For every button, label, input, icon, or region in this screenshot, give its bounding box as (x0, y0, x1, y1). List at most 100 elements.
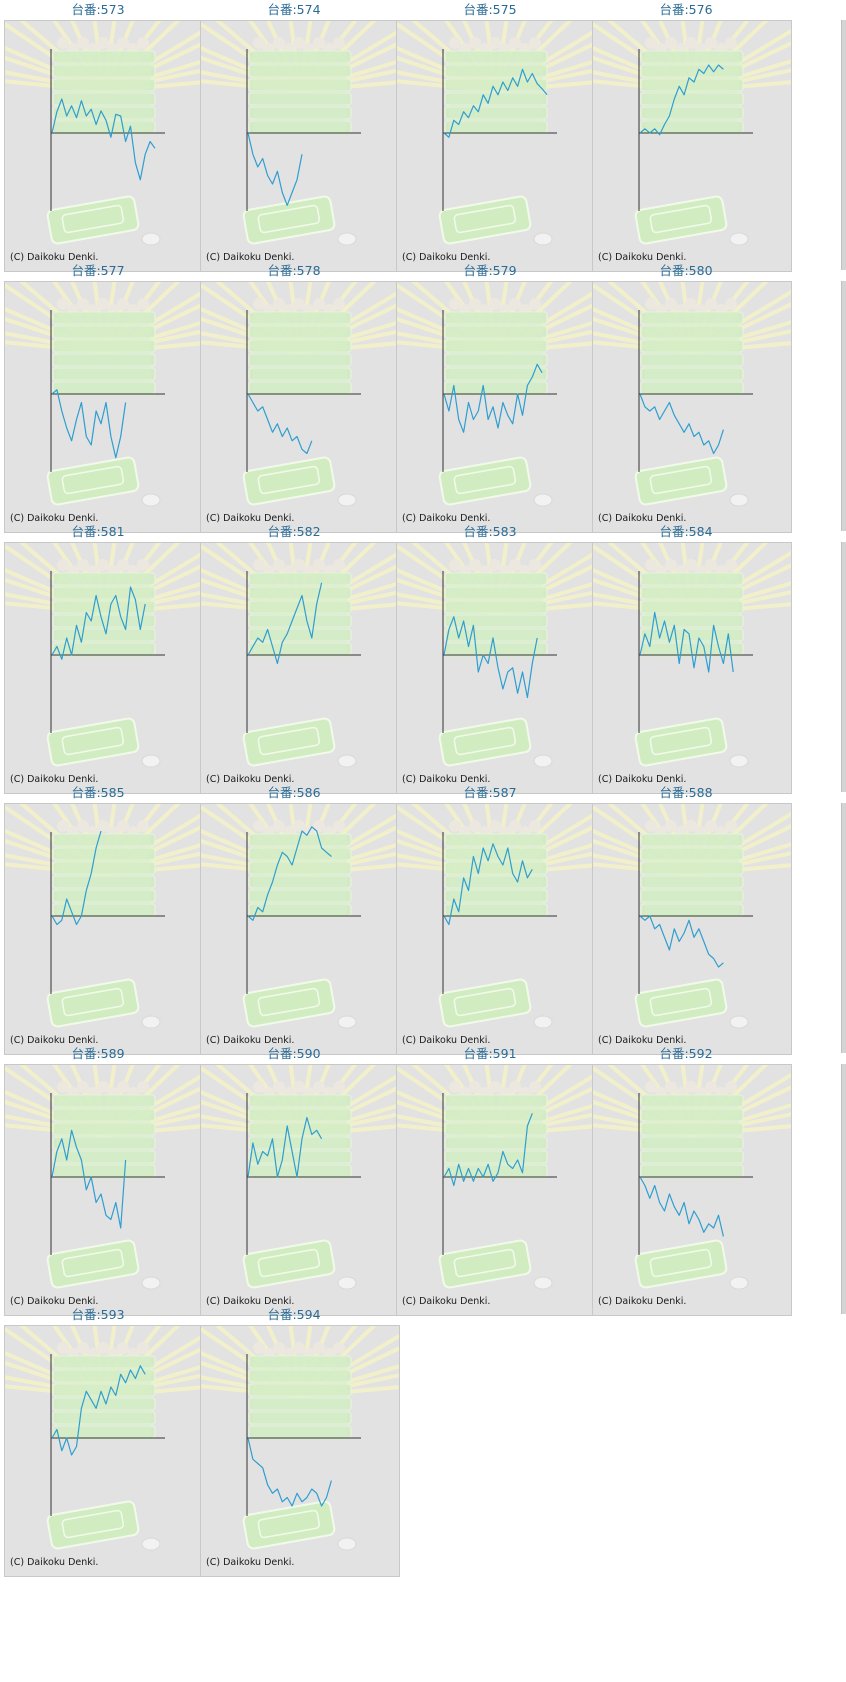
machine-number-label[interactable]: 台番:587 (463, 785, 517, 800)
background-illustration (201, 1065, 399, 1290)
series-line (51, 389, 127, 459)
partial-card-edge (841, 803, 846, 1053)
machine-number-label[interactable]: 台番:575 (463, 2, 517, 17)
machine-graph-card[interactable]: 台番:579 (C) Daikoku Denki. (392, 261, 600, 541)
machine-number-label[interactable]: 台番:577 (71, 263, 125, 278)
line-chart (201, 543, 399, 768)
graph-frame: (C) Daikoku Denki. (4, 20, 204, 272)
machine-graph-card[interactable]: 台番:576 (C) Daikoku Denki. (588, 0, 796, 280)
series-line (639, 915, 724, 968)
machine-number-label[interactable]: 台番:576 (659, 2, 713, 17)
graph-frame: (C) Daikoku Denki. (396, 1064, 596, 1316)
background-illustration (5, 282, 203, 507)
machine-number-label[interactable]: 台番:588 (659, 785, 713, 800)
series-line (51, 830, 102, 926)
series-line (51, 1129, 127, 1229)
machine-graph-card[interactable]: 台番:582 (C) Daikoku Denki. (196, 522, 404, 802)
machine-number-label[interactable]: 台番:592 (659, 1046, 713, 1061)
machine-number-label[interactable]: 台番:586 (267, 785, 321, 800)
machine-number-label[interactable]: 台番:585 (71, 785, 125, 800)
machine-graph-card[interactable]: 台番:585 (C) Daikoku Denki. (0, 783, 208, 1063)
copyright-text: (C) Daikoku Denki. (10, 774, 99, 785)
graph-frame: (C) Daikoku Denki. (592, 542, 792, 794)
machine-number-label[interactable]: 台番:583 (463, 524, 517, 539)
machine-graph-card[interactable]: 台番:589 (C) Daikoku Denki. (0, 1044, 208, 1324)
machine-number-label[interactable]: 台番:578 (267, 263, 321, 278)
machine-number-label[interactable]: 台番:584 (659, 524, 713, 539)
copyright-text: (C) Daikoku Denki. (10, 1557, 99, 1568)
line-chart (397, 804, 595, 1029)
machine-graph-card[interactable]: 台番:578 (C) Daikoku Denki. (196, 261, 404, 541)
copyright-text: (C) Daikoku Denki. (598, 774, 687, 785)
machine-graph-card[interactable]: 台番:586 (C) Daikoku Denki. (196, 783, 404, 1063)
partial-card-edge (841, 20, 846, 270)
background-illustration (397, 1065, 595, 1290)
machine-number-label[interactable]: 台番:582 (267, 524, 321, 539)
machine-graph-card[interactable]: 台番:574 (C) Daikoku Denki. (196, 0, 404, 280)
machine-graph-card[interactable]: 台番:594 (C) Daikoku Denki. (196, 1305, 404, 1585)
machine-number-label[interactable]: 台番:591 (463, 1046, 517, 1061)
machine-number-label[interactable]: 台番:579 (463, 263, 517, 278)
machine-graph-card[interactable]: 台番:588 (C) Daikoku Denki. (588, 783, 796, 1063)
line-chart (5, 1065, 203, 1290)
machine-graph-card[interactable]: 台番:587 (C) Daikoku Denki. (392, 783, 600, 1063)
graph-frame: (C) Daikoku Denki. (4, 542, 204, 794)
copyright-text: (C) Daikoku Denki. (402, 252, 491, 263)
background-illustration (5, 804, 203, 1029)
series-line (247, 1437, 332, 1507)
machine-number-label[interactable]: 台番:574 (267, 2, 321, 17)
machine-number-label[interactable]: 台番:593 (71, 1307, 125, 1322)
graph-frame: (C) Daikoku Denki. (200, 1064, 400, 1316)
background-illustration (201, 1326, 399, 1551)
background-illustration (5, 1326, 203, 1551)
series-line (639, 611, 734, 673)
line-chart (593, 21, 791, 246)
partial-card-edge (841, 542, 846, 792)
copyright-text: (C) Daikoku Denki. (402, 513, 491, 524)
graph-frame: (C) Daikoku Denki. (200, 1325, 400, 1577)
copyright-text: (C) Daikoku Denki. (402, 774, 491, 785)
background-illustration (5, 543, 203, 768)
graph-frame: (C) Daikoku Denki. (200, 20, 400, 272)
graph-frame: (C) Daikoku Denki. (592, 281, 792, 533)
graph-frame: (C) Daikoku Denki. (4, 803, 204, 1055)
copyright-text: (C) Daikoku Denki. (598, 252, 687, 263)
background-illustration (5, 1065, 203, 1290)
copyright-text: (C) Daikoku Denki. (206, 1296, 295, 1307)
line-chart (397, 543, 595, 768)
line-chart (397, 21, 595, 246)
copyright-text: (C) Daikoku Denki. (206, 1557, 295, 1568)
series-line (51, 1365, 146, 1456)
copyright-text: (C) Daikoku Denki. (598, 1035, 687, 1046)
machine-graph-card[interactable]: 台番:591 (C) Daikoku Denki. (392, 1044, 600, 1324)
copyright-text: (C) Daikoku Denki. (402, 1035, 491, 1046)
graph-frame: (C) Daikoku Denki. (4, 281, 204, 533)
graph-frame: (C) Daikoku Denki. (396, 20, 596, 272)
machine-number-label[interactable]: 台番:590 (267, 1046, 321, 1061)
machine-graph-card[interactable]: 台番:580 (C) Daikoku Denki. (588, 261, 796, 541)
line-chart (201, 282, 399, 507)
copyright-text: (C) Daikoku Denki. (10, 1296, 99, 1307)
machine-graph-card[interactable]: 台番:584 (C) Daikoku Denki. (588, 522, 796, 802)
machine-graph-card[interactable]: 台番:577 (C) Daikoku Denki. (0, 261, 208, 541)
graph-frame: (C) Daikoku Denki. (396, 281, 596, 533)
machine-graph-card[interactable]: 台番:593 (C) Daikoku Denki. (0, 1305, 208, 1585)
machine-graph-card[interactable]: 台番:581 (C) Daikoku Denki. (0, 522, 208, 802)
machine-number-label[interactable]: 台番:594 (267, 1307, 321, 1322)
line-chart (593, 804, 791, 1029)
machine-graph-card[interactable]: 台番:592 (C) Daikoku Denki. (588, 1044, 796, 1324)
machine-number-label[interactable]: 台番:581 (71, 524, 125, 539)
background-illustration (201, 543, 399, 768)
series-line (443, 68, 548, 138)
machine-graph-card[interactable]: 台番:575 (C) Daikoku Denki. (392, 0, 600, 280)
machine-graph-card[interactable]: 台番:583 (C) Daikoku Denki. (392, 522, 600, 802)
machine-number-label[interactable]: 台番:573 (71, 2, 125, 17)
copyright-text: (C) Daikoku Denki. (10, 513, 99, 524)
machine-number-label[interactable]: 台番:589 (71, 1046, 125, 1061)
series-line (639, 393, 724, 455)
machine-number-label[interactable]: 台番:580 (659, 263, 713, 278)
graph-frame: (C) Daikoku Denki. (4, 1325, 204, 1577)
machine-graph-card[interactable]: 台番:590 (C) Daikoku Denki. (196, 1044, 404, 1324)
machine-graph-card[interactable]: 台番:573 (C) Daikoku Denki. (0, 0, 208, 280)
